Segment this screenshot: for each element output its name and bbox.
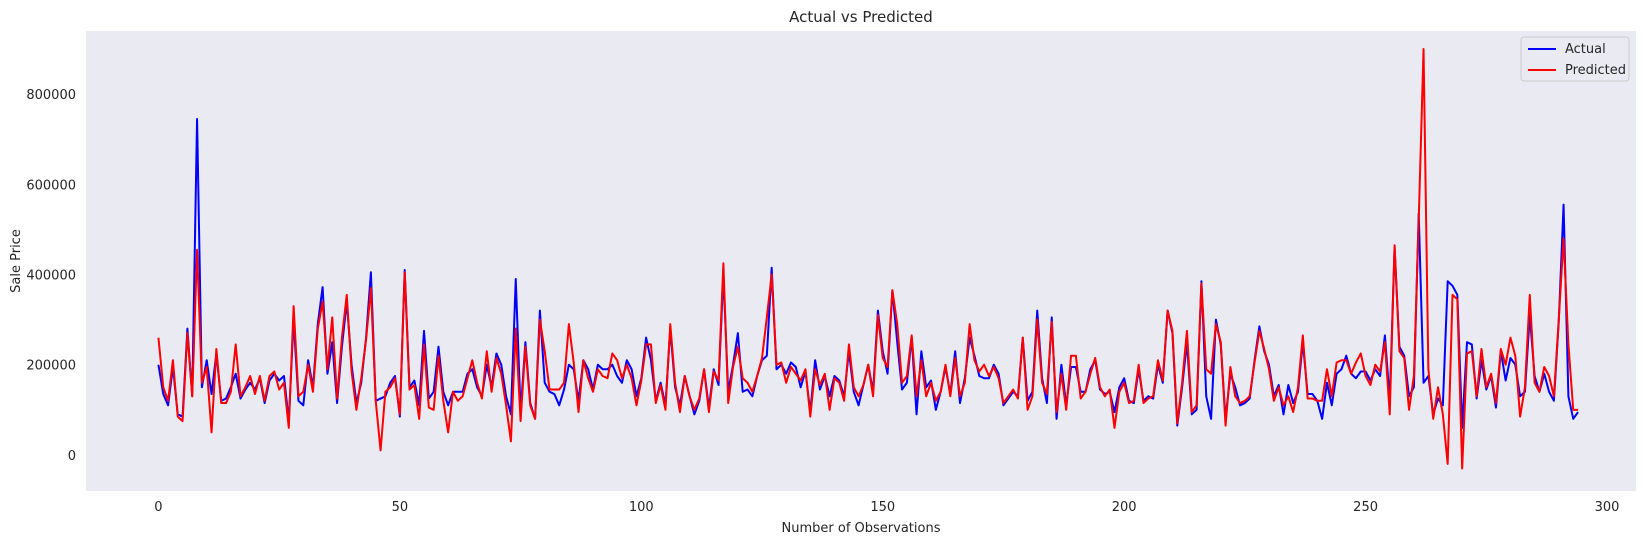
x-tick-label: 0 [154,500,162,515]
x-tick-label: 100 [629,500,654,515]
x-tick-label: 300 [1595,500,1620,515]
x-tick-label: 250 [1353,500,1378,515]
x-tick-label: 150 [870,500,895,515]
y-ticks: 0 200000 400000 600000 800000 [26,88,76,464]
y-tick-label: 400000 [26,269,76,284]
y-tick-label: 200000 [26,359,76,374]
y-tick-label: 0 [68,449,76,464]
y-tick-label: 600000 [26,178,76,193]
legend: Actual Predicted [1520,36,1630,82]
plot-background [86,31,1636,491]
y-tick-label: 800000 [26,88,76,103]
x-axis-label: Number of Observations [782,521,941,536]
series-layer [157,48,1579,470]
x-tick-label: 200 [1112,500,1137,515]
series-line-predicted [157,48,1579,470]
chart-title: Actual vs Predicted [789,8,933,26]
x-tick-label: 50 [392,500,409,515]
y-axis-label: Sale Price [9,229,24,293]
legend-label-predicted: Predicted [1565,63,1626,78]
legend-label-actual: Actual [1565,42,1606,57]
x-ticks: 0 50 100 150 200 250 300 [154,500,1619,515]
